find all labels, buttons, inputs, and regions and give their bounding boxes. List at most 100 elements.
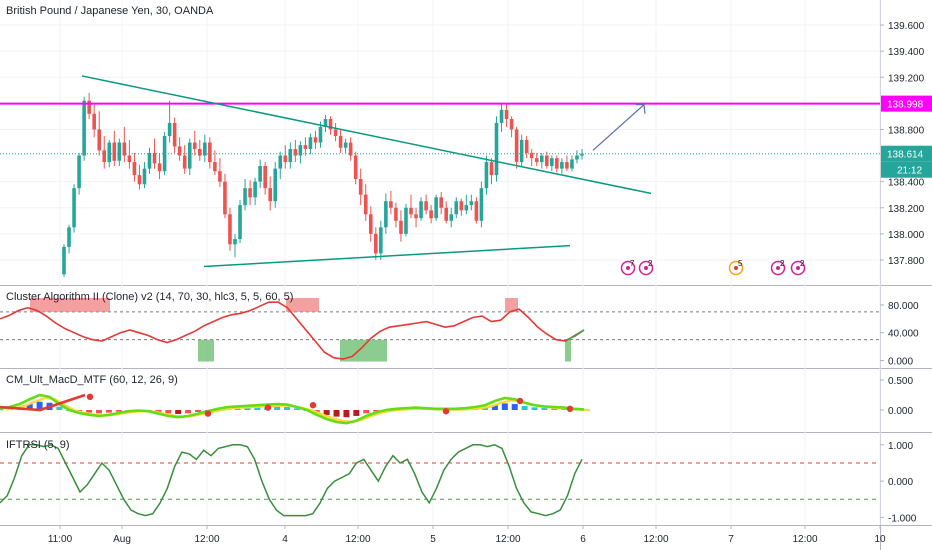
candle-body [82,100,86,156]
candle-body [228,214,232,245]
cluster-line [0,301,585,360]
candle-body [127,155,132,163]
candle-body [404,207,408,234]
candle-body [288,149,293,163]
candle [514,126,519,169]
x-tick-label: 4 [282,534,288,545]
macd-histogram-bar [244,407,251,410]
candle-body [177,146,182,156]
candle [147,147,152,174]
candle [62,244,66,277]
macd-line [0,393,585,425]
candle [213,150,217,176]
candle-body [278,155,283,169]
candle [328,116,333,135]
y-tick-label: 139.600 [888,21,925,32]
candle [97,111,102,156]
candle-body [203,142,207,156]
candle-body [555,158,559,169]
candle [308,133,313,155]
trendline-lower [203,244,571,268]
candle-body [384,201,388,228]
candle-body [575,155,579,160]
candle-body [283,155,288,163]
candles [62,92,584,277]
candle [112,130,117,166]
macd-histogram-bar [105,410,112,413]
y-tick-label: 139.200 [888,73,925,84]
pane3-title[interactable]: IFTRSI (5, 9) [6,439,70,451]
candle-body [560,162,564,169]
marker-dot [734,266,738,270]
candle-body [223,181,227,215]
macd-histogram-bar [482,407,489,410]
macd-histogram-bar [511,404,518,410]
candle-body [132,162,137,176]
iftrsi-line [0,444,583,517]
x-tick-label: 10 [874,534,886,545]
candle-body [243,188,247,206]
uk-flag-icon [790,260,806,276]
cluster-line-up [566,329,585,341]
candle [323,115,328,133]
candle-body [474,201,479,221]
y-tick-label: 138.800 [888,125,925,136]
x-tick-label: 7 [728,534,734,545]
macd-histogram-bar [254,407,261,410]
candle [479,181,484,228]
oversold-zone [198,339,214,362]
candle [424,194,428,215]
candle [238,199,242,243]
candle-body [368,214,373,234]
candle-body [77,155,81,189]
candle-body [142,168,147,185]
candle [152,138,157,169]
candle [142,162,147,189]
candle-body [338,135,343,148]
candle [72,184,76,233]
marker-dot [626,266,630,270]
x-tick-label: 12:00 [495,534,520,545]
candle-body [374,233,378,254]
candle-body [182,155,187,169]
candle [122,126,127,163]
candle [233,233,237,258]
candle-body [514,129,519,163]
macd-histogram-bar [86,410,93,413]
y-tick-label: 1.000 [888,441,913,452]
candle-body [565,162,569,169]
y-tick-label: 0.000 [888,406,913,417]
pane1-title[interactable]: Cluster Algorithm II (Clone) v2 (14, 70,… [6,291,294,303]
candle-body [323,119,328,127]
macd-histogram-bar [293,408,300,410]
macd-line-bear [0,393,86,412]
candle-body [268,188,272,202]
candle [92,104,96,138]
candle-body [399,220,403,234]
candle-body [293,149,298,156]
candle-body [62,246,66,275]
macd-histogram-bar [373,410,380,412]
candle [157,152,162,180]
macd-histogram-bar [155,410,162,412]
candle [544,151,549,169]
candle-body [197,149,202,156]
candle [384,193,388,234]
macd-cross-dot [309,402,317,409]
candle-body [459,201,464,211]
candle [127,139,132,169]
pane2-title[interactable]: CM_Ult_MacD_MTF (60, 12, 26, 9) [6,374,178,386]
candle-body [539,155,544,163]
candle [399,210,403,242]
y-tick-label: 80.000 [888,301,919,312]
x-tick-label: 11:00 [48,534,73,545]
candle-body [499,109,504,123]
candle [67,224,71,254]
macd-histogram-bar [234,408,241,410]
candle-body [504,109,509,120]
y-tick-label: 40.000 [888,329,919,340]
candle [208,137,212,169]
candle-body [534,158,539,163]
candle [223,173,227,219]
